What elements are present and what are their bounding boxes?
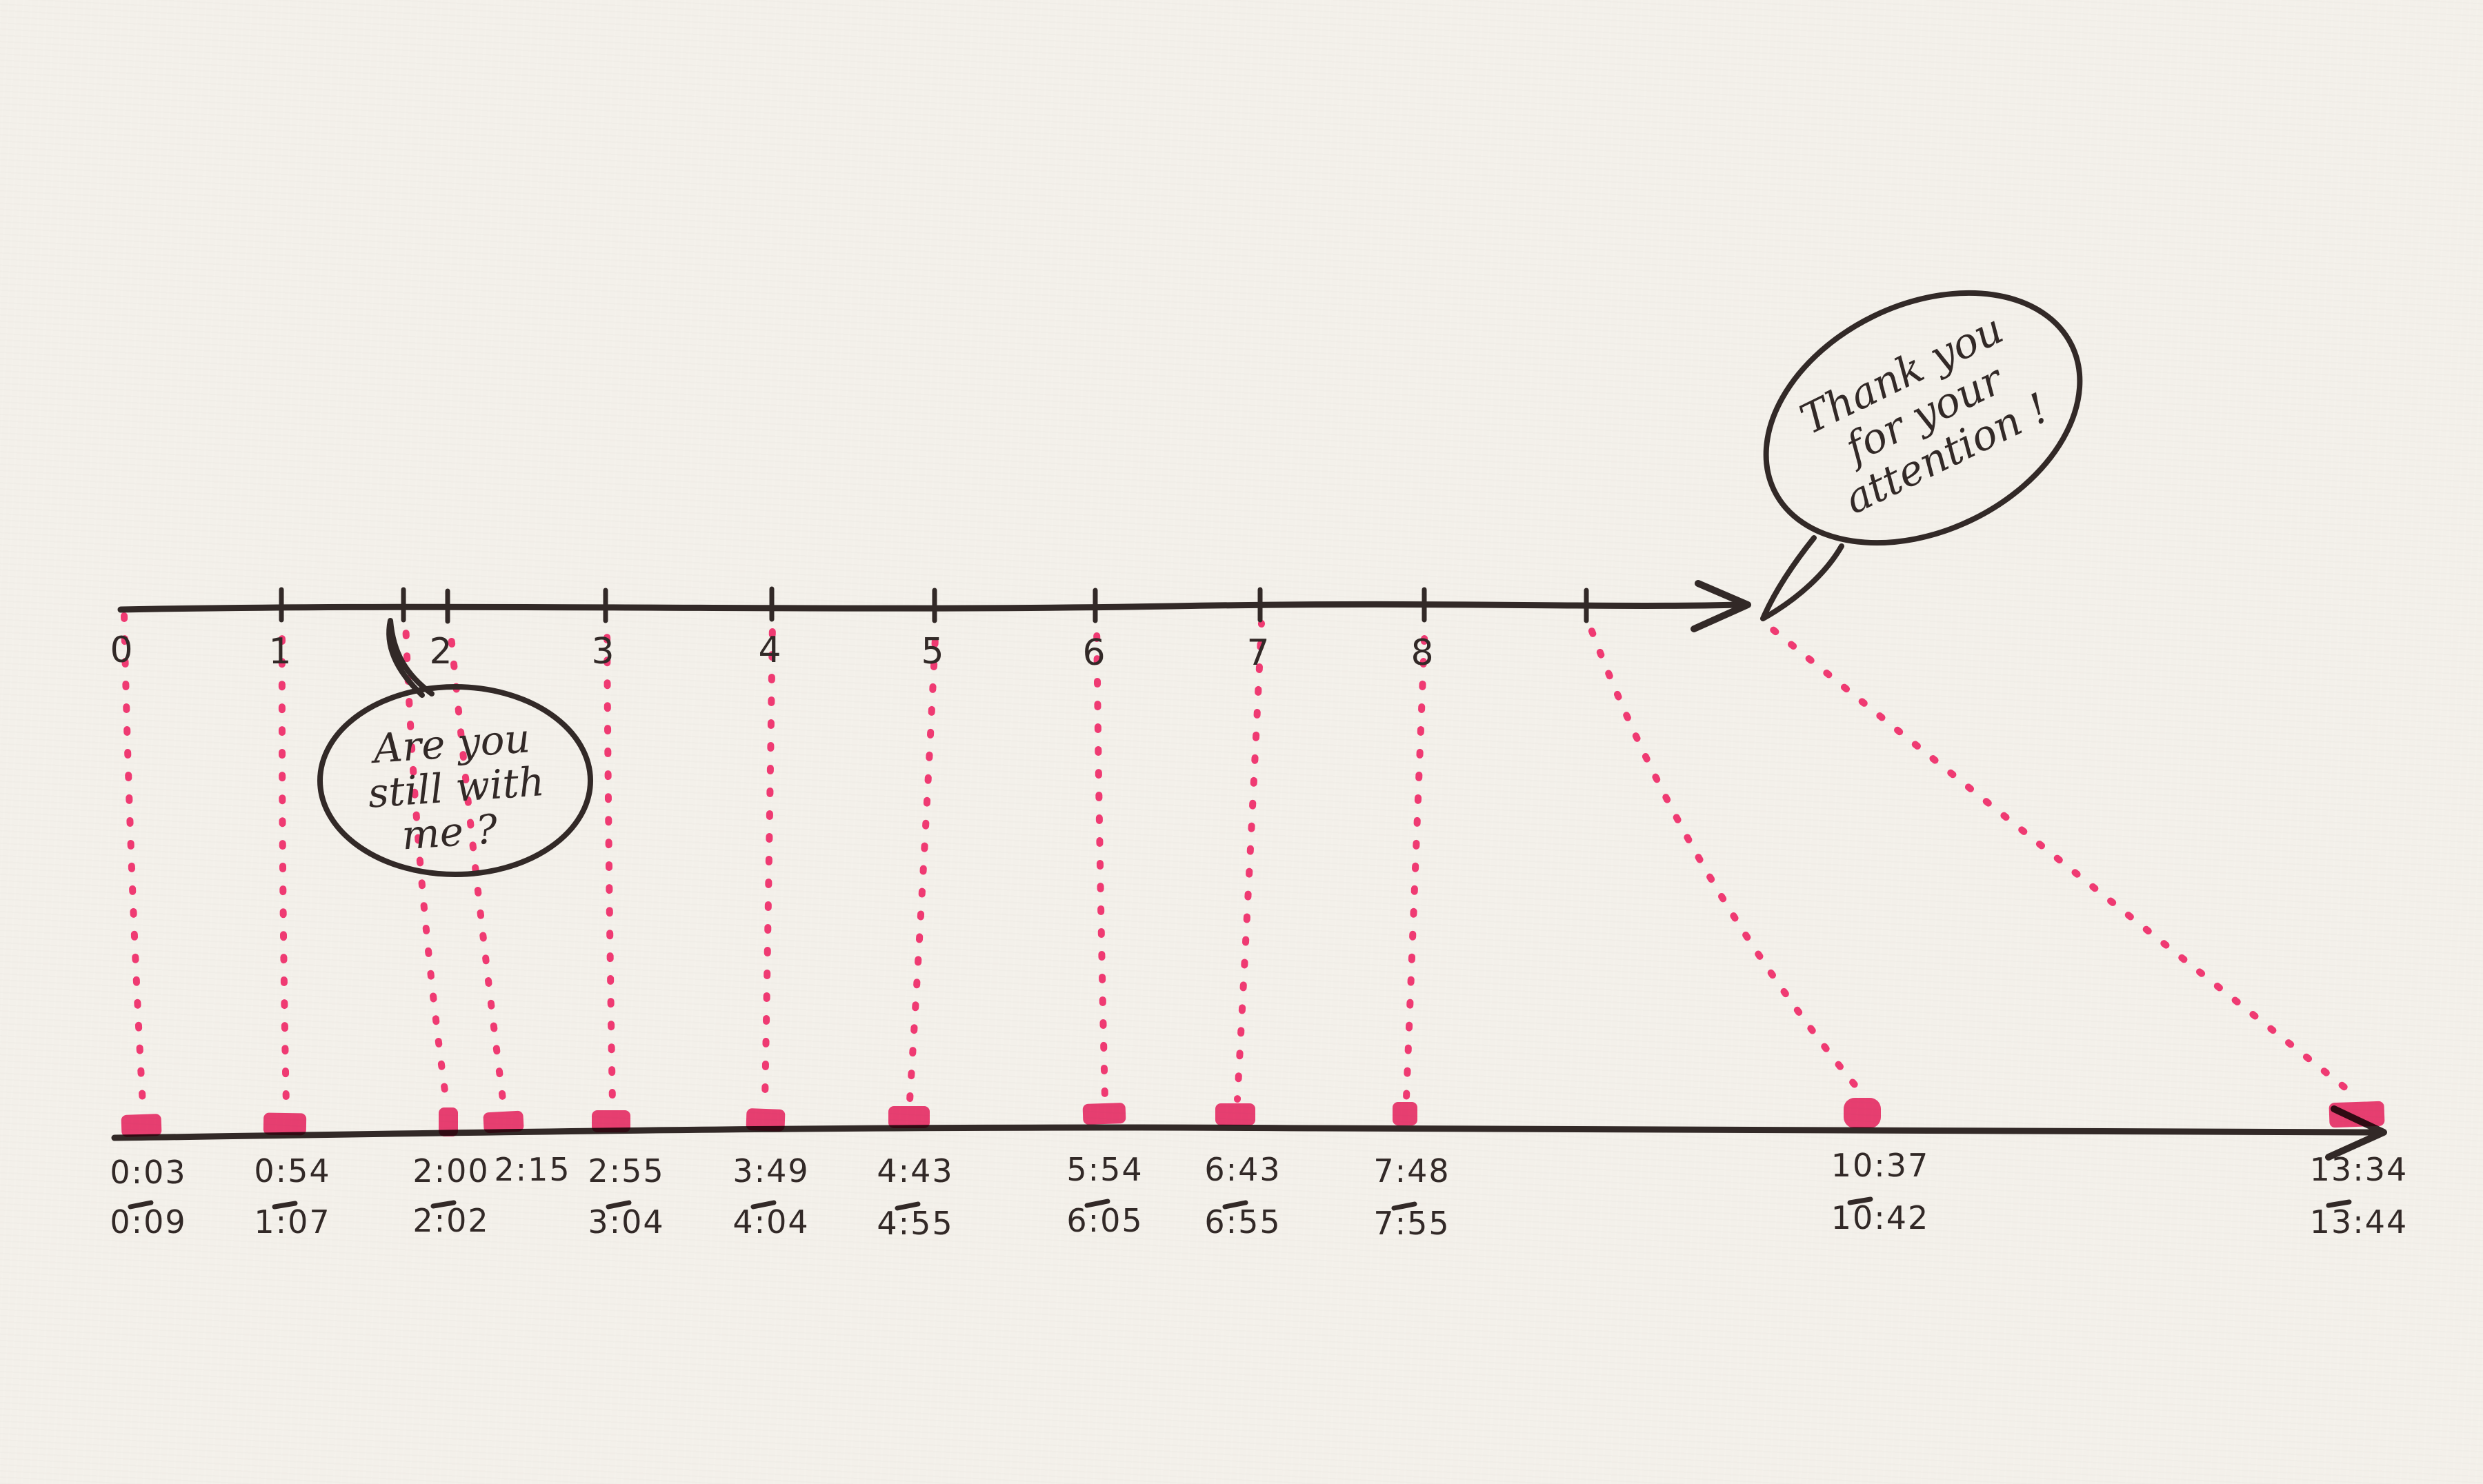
time-run1: 2:15 <box>494 1151 570 1188</box>
marker-blob <box>592 1110 630 1132</box>
range-dash <box>750 1200 777 1210</box>
axis-label-minute: 2 <box>429 631 452 672</box>
speech-bubble-question: Are you still with me ? <box>317 618 593 877</box>
axis-label-minute: 5 <box>921 631 944 672</box>
time-run2: 4:55 <box>877 1205 953 1242</box>
bubble-line: me ? <box>400 805 499 859</box>
speech-bubble-tail <box>1760 535 1844 621</box>
time-label: 4:43 4:55 <box>877 1152 953 1242</box>
time-run2: 13:44 <box>2310 1203 2409 1241</box>
range-dash <box>430 1200 457 1209</box>
range-dash <box>1391 1201 1417 1211</box>
time-labels: 0:03 0:09 0:54 1:07 2:00 2:02 2:15 2:55 … <box>110 1147 2409 1242</box>
connectors <box>121 612 2360 1110</box>
time-label: 0:03 0:09 <box>110 1154 186 1241</box>
time-run2: 4:04 <box>732 1203 809 1241</box>
axis-label-minute: 8 <box>1410 632 1433 674</box>
connector-dotted-line-4 <box>761 620 776 1105</box>
time-label: 10:37 10:42 <box>1831 1147 1930 1236</box>
range-dash <box>1084 1199 1110 1208</box>
connector-dotted-line-3 <box>604 620 616 1107</box>
time-run2: 2:02 <box>412 1202 489 1239</box>
marker-blob <box>121 1114 162 1137</box>
axis-label-minute: 6 <box>1082 632 1105 674</box>
connector-dotted-line-10 <box>1757 616 2360 1100</box>
time-label: 3:49 4:04 <box>732 1152 809 1241</box>
marker-blob <box>1082 1103 1126 1125</box>
marker-blob <box>483 1110 524 1134</box>
speech-bubble-outline <box>317 684 593 877</box>
range-dash <box>606 1200 632 1210</box>
lower-axis-line <box>111 1124 2379 1141</box>
speech-bubble-question-text: Are you still with me ? <box>366 714 546 859</box>
time-run1: 13:34 <box>2310 1151 2409 1188</box>
markers <box>121 1098 2385 1137</box>
bubble-line: Are you <box>368 714 532 772</box>
time-label: 5:54 6:05 <box>1066 1151 1143 1239</box>
marker-blob <box>263 1112 307 1136</box>
time-run1: 5:54 <box>1066 1151 1143 1188</box>
speech-bubble-outline <box>1763 290 2083 546</box>
time-run2: 6:05 <box>1066 1202 1143 1239</box>
time-label: 2:15 <box>494 1151 570 1188</box>
connector-dotted-line-9 <box>1585 619 1864 1096</box>
time-run1: 7:48 <box>1373 1152 1450 1190</box>
time-run2: 7:55 <box>1373 1205 1450 1242</box>
axis-label-minute: 0 <box>110 630 132 671</box>
marker-blob <box>1215 1103 1255 1125</box>
range-dash <box>1222 1200 1248 1210</box>
range-dash <box>272 1201 298 1210</box>
range-dash <box>895 1201 921 1211</box>
time-run1: 0:03 <box>110 1154 186 1191</box>
connector-dotted-line-6 <box>1093 620 1108 1103</box>
time-label: 2:00 2:02 <box>412 1152 489 1239</box>
time-label: 0:54 1:07 <box>254 1152 330 1241</box>
speech-bubble-thanks: Thank you for your attention ! <box>1760 290 2083 621</box>
connector-dotted-line-2a <box>402 619 450 1110</box>
time-run2: 10:42 <box>1831 1199 1930 1236</box>
time-run2: 3:04 <box>588 1203 664 1241</box>
axis-label-minute: 1 <box>268 631 291 672</box>
time-run1: 0:54 <box>254 1152 330 1190</box>
connector-dotted-line-0 <box>121 612 146 1108</box>
upper-axis: 0 1 2 3 4 5 6 7 8 <box>110 580 1751 674</box>
upper-axis-labels: 0 1 2 3 4 5 6 7 8 <box>110 630 1433 674</box>
time-run2: 0:09 <box>110 1203 186 1241</box>
axis-label-minute: 4 <box>758 630 781 671</box>
connector-dotted-line-1 <box>278 619 290 1110</box>
time-run1: 6:43 <box>1204 1151 1281 1188</box>
range-dash <box>2326 1199 2352 1208</box>
connector-dotted-line-2b <box>446 619 507 1108</box>
marker-blob <box>1393 1102 1417 1125</box>
marker-blob <box>2329 1101 2385 1128</box>
range-dash <box>1847 1196 1873 1205</box>
marker-blob <box>439 1107 458 1136</box>
time-label: 7:48 7:55 <box>1373 1152 1450 1242</box>
time-run1: 10:37 <box>1831 1147 1930 1184</box>
axis-label-minute: 3 <box>591 631 614 672</box>
connector-dotted-line-5 <box>906 620 939 1104</box>
time-label: 6:43 6:55 <box>1204 1151 1281 1241</box>
range-dash <box>128 1200 154 1210</box>
upper-axis-ticks <box>279 586 1589 624</box>
upper-axis-arrowhead-icon <box>1691 580 1751 632</box>
time-run1: 3:49 <box>732 1152 809 1190</box>
marker-blob <box>888 1106 930 1128</box>
axis-label-minute: 7 <box>1246 632 1269 674</box>
time-run2: 1:07 <box>254 1203 330 1241</box>
speech-bubble-thanks-body: Thank you for your attention ! <box>1763 290 2083 546</box>
upper-axis-line <box>117 601 1744 613</box>
time-run2: 6:55 <box>1204 1203 1281 1241</box>
time-run1: 2:55 <box>588 1152 664 1190</box>
time-run1: 2:00 <box>412 1152 489 1190</box>
time-run1: 4:43 <box>877 1152 953 1190</box>
marker-blob <box>1844 1098 1881 1128</box>
speech-bubble-tail <box>386 618 435 698</box>
connector-dotted-line-8 <box>1403 620 1428 1101</box>
connector-dotted-line-7 <box>1234 620 1265 1103</box>
time-label: 2:55 3:04 <box>588 1152 664 1241</box>
marker-blob <box>746 1108 786 1132</box>
time-label: 13:34 13:44 <box>2310 1151 2409 1241</box>
